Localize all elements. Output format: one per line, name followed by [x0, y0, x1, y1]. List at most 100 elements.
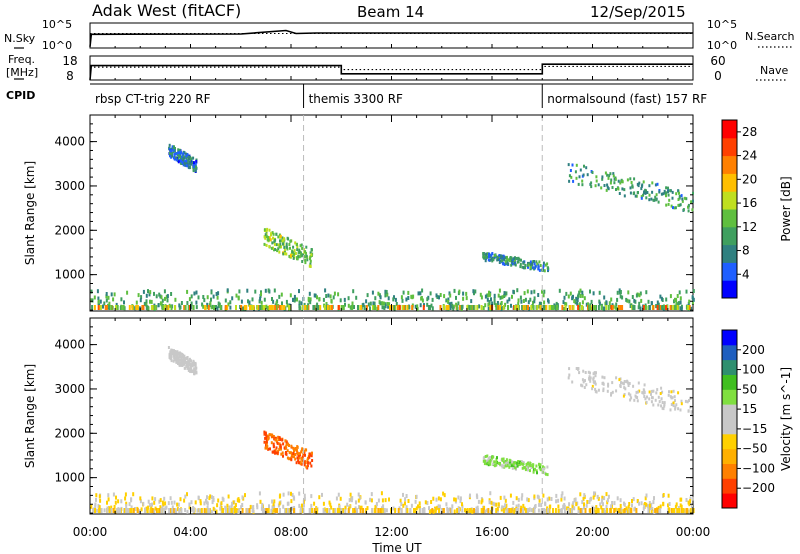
power-cell	[279, 305, 282, 310]
velocity-cell	[502, 505, 505, 510]
power-cell	[192, 167, 195, 171]
velocity-cell	[120, 499, 123, 504]
velocity-cell	[306, 464, 309, 468]
power-cell	[443, 294, 446, 299]
power-cell	[312, 305, 315, 310]
velocity-cell	[533, 508, 536, 513]
power-cell	[465, 291, 468, 296]
velocity-cell	[379, 508, 382, 513]
power-cell	[369, 306, 371, 311]
power-cell	[480, 305, 483, 310]
velocity-cell	[98, 494, 101, 499]
velocity-cell	[672, 389, 675, 393]
power-cell	[575, 296, 578, 301]
velocity-cell	[272, 442, 275, 446]
power-cell	[265, 304, 268, 309]
power-cell	[173, 153, 176, 156]
power-cell	[647, 299, 650, 304]
velocity-cell	[384, 498, 387, 503]
power-cell	[166, 294, 169, 299]
power-cell	[645, 196, 648, 200]
velocity-cell	[629, 398, 632, 402]
velocity-cell	[298, 456, 301, 460]
velocity-cell	[579, 508, 582, 513]
power-cell	[685, 289, 688, 294]
velocity-cell	[668, 508, 670, 513]
power-cell	[167, 305, 170, 310]
power-cell	[274, 305, 277, 310]
velocity-cell	[160, 508, 163, 513]
velocity-cell	[275, 451, 278, 455]
power-cell	[632, 192, 635, 196]
velocity-cell	[650, 509, 653, 513]
velocity-cell	[107, 493, 110, 498]
power-cell	[569, 305, 571, 310]
velocity-cell	[548, 496, 551, 501]
velocity-cell	[592, 376, 595, 380]
power-y-tick-label: 3000	[54, 179, 85, 193]
power-cell	[226, 288, 229, 293]
power-cell	[411, 305, 414, 310]
power-cell	[264, 236, 267, 240]
velocity-cell	[627, 505, 630, 510]
power-cell	[183, 151, 186, 155]
velocity-cell	[484, 455, 487, 458]
power-cell	[384, 304, 387, 309]
velocity-cell	[680, 399, 683, 403]
velocity-cell	[600, 505, 603, 510]
power-cell	[447, 297, 450, 302]
power-cell	[655, 193, 658, 197]
velocity-cell	[285, 440, 288, 444]
power-cell	[203, 298, 206, 303]
power-cell	[229, 300, 232, 305]
power-cell	[506, 257, 509, 261]
velocity-cell	[676, 508, 679, 513]
power-cell	[110, 305, 113, 310]
velocity-cell	[124, 492, 127, 497]
velocity-cell	[577, 509, 580, 514]
velocity-cell	[475, 509, 477, 514]
power-cell	[184, 305, 187, 310]
power-cell	[486, 252, 489, 256]
velocity-cell	[249, 504, 252, 509]
velocity-colorbar-tick-label: 15	[742, 402, 757, 416]
power-cell	[677, 189, 680, 193]
velocity-cell	[177, 502, 180, 507]
power-cell	[265, 229, 268, 232]
velocity-cell	[597, 508, 600, 513]
velocity-cell	[273, 504, 276, 509]
power-cell	[654, 195, 657, 199]
power-cell	[671, 190, 674, 194]
velocity-cell	[244, 493, 246, 498]
power-cell	[668, 198, 671, 202]
power-cell	[673, 206, 676, 210]
power-cell	[635, 293, 638, 298]
velocity-cell	[489, 456, 492, 459]
power-cell	[173, 157, 176, 161]
power-cell	[687, 209, 690, 213]
velocity-cell	[184, 357, 187, 361]
power-cell	[308, 291, 311, 296]
velocity-cell	[678, 508, 681, 513]
power-cell	[677, 301, 680, 306]
power-cell	[595, 175, 598, 179]
power-cell	[379, 301, 382, 306]
power-cell	[590, 181, 593, 185]
power-cell	[292, 245, 295, 249]
velocity-cell	[90, 504, 93, 509]
power-cell	[267, 288, 270, 293]
power-cell	[298, 300, 301, 305]
velocity-cell	[475, 506, 478, 511]
velocity-cell	[652, 500, 655, 505]
velocity-cell	[674, 405, 677, 409]
power-cell	[663, 189, 666, 193]
power-cell	[443, 305, 446, 310]
power-cell	[216, 295, 219, 300]
velocity-colorbar-tick-label: 200	[742, 343, 765, 357]
velocity-cell	[271, 450, 274, 454]
velocity-cell	[415, 494, 418, 499]
velocity-cell	[175, 351, 178, 355]
power-cell	[396, 305, 399, 310]
power-cell	[155, 294, 158, 299]
velocity-colorbar-segment	[722, 463, 737, 479]
